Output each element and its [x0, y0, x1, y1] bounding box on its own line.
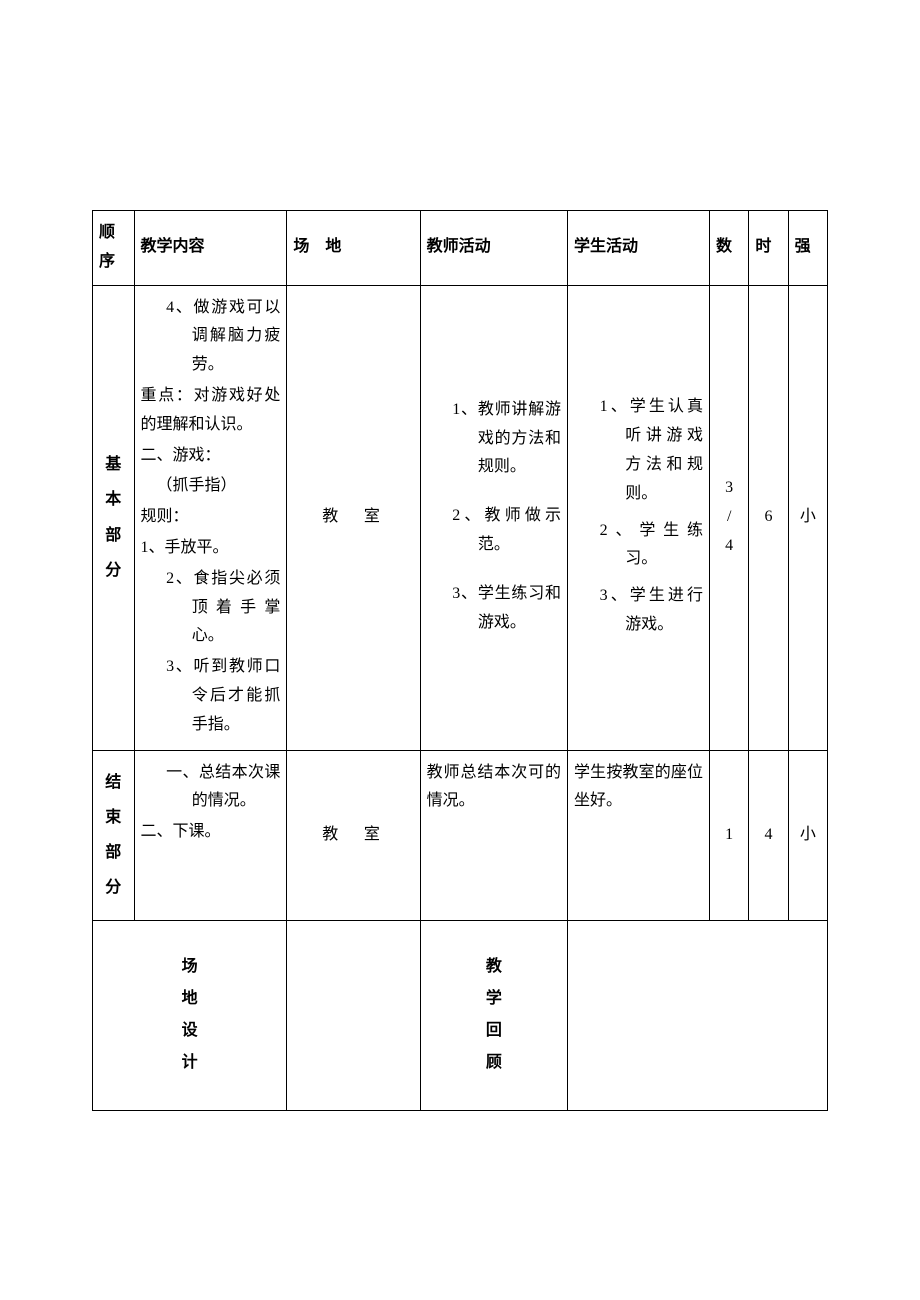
- content-end-c1: 一、总结本次课的情况。: [141, 759, 281, 817]
- venue-design-char1: 场: [182, 958, 198, 975]
- review-char3: 回: [486, 1022, 502, 1039]
- venue-end-text: 教 室: [322, 826, 384, 843]
- header-student: 学生活动: [568, 211, 710, 286]
- content-rules-label: 规则：: [141, 503, 281, 532]
- section-label-basic-char2: 本: [105, 491, 121, 508]
- time-end: 4: [749, 750, 788, 920]
- venue-design-content: [287, 920, 420, 1110]
- venue-design-char2: 地: [182, 990, 198, 1007]
- table-row-end: 结 束 部 分 一、总结本次课的情况。 二、下课。 教 室 教师总结本次可的情况…: [93, 750, 828, 920]
- count-basic-d: 4: [725, 537, 733, 554]
- section-label-end-char1: 结: [105, 774, 121, 791]
- review-label-cell: 教 学 回 顾: [420, 920, 567, 1110]
- review-char2: 学: [486, 990, 502, 1007]
- header-sequence: 顺序: [93, 211, 135, 286]
- teacher-basic: 1、教师讲解游戏的方法和规则。 2、教师做示范。 3、学生练习和游戏。: [420, 285, 567, 750]
- content-rule2: 2、食指尖必须顶着手掌心。: [141, 565, 281, 651]
- review-content: [568, 920, 828, 1110]
- header-time: 时: [749, 211, 788, 286]
- section-label-basic-char1: 基: [105, 456, 121, 473]
- section-label-end: 结 束 部 分: [93, 750, 135, 920]
- section-label-basic-char4: 分: [105, 562, 121, 579]
- header-intensity: 强: [788, 211, 827, 286]
- teacher-item3: 3、学生练习和游戏。: [427, 580, 561, 638]
- content-part2-sub: （抓手指）: [141, 472, 281, 501]
- section-label-basic-char3: 部: [105, 527, 121, 544]
- student-item3: 3、学生进行游戏。: [574, 582, 703, 640]
- venue-end: 教 室: [287, 750, 420, 920]
- header-teacher: 教师活动: [420, 211, 567, 286]
- count-end: 1: [710, 750, 749, 920]
- count-basic-n: 3: [725, 479, 733, 496]
- content-end-c2: 二、下课。: [141, 818, 281, 847]
- count-basic-slash: /: [727, 508, 731, 525]
- intensity-end: 小: [788, 750, 827, 920]
- teacher-item2: 2、教师做示范。: [427, 502, 561, 560]
- teacher-end: 教师总结本次可的情况。: [420, 750, 567, 920]
- venue-basic: 教 室: [287, 285, 420, 750]
- venue-design-char4: 计: [182, 1054, 198, 1071]
- content-part2-title: 二、游戏：: [141, 442, 281, 471]
- student-end: 学生按教室的座位坐好。: [568, 750, 710, 920]
- section-label-end-char2: 束: [105, 809, 121, 826]
- table-header-row: 顺序 教学内容 场 地 教师活动 学生活动 数 时 强: [93, 211, 828, 286]
- venue-basic-text: 教 室: [322, 508, 384, 525]
- venue-design-char3: 设: [182, 1022, 198, 1039]
- review-char4: 顾: [486, 1054, 502, 1071]
- content-focus: 重点：对游戏好处的理解和认识。: [141, 382, 281, 440]
- table-row-basic: 基 本 部 分 4、做游戏可以调解脑力疲劳。 重点：对游戏好处的理解和认识。 二…: [93, 285, 828, 750]
- content-rule3: 3、听到教师口令后才能抓手指。: [141, 653, 281, 739]
- time-basic: 6: [749, 285, 788, 750]
- content-end: 一、总结本次课的情况。 二、下课。: [134, 750, 287, 920]
- student-item2: 2、学生练习。: [574, 517, 703, 575]
- student-item1: 1、学生认真听讲游戏方法和规则。: [574, 393, 703, 508]
- student-basic: 1、学生认真听讲游戏方法和规则。 2、学生练习。 3、学生进行游戏。: [568, 285, 710, 750]
- section-label-end-char3: 部: [105, 844, 121, 861]
- content-rule1: 1、手放平。: [141, 534, 281, 563]
- table-row-footer: 场 地 设 计 教 学 回 顾: [93, 920, 828, 1110]
- section-label-basic: 基 本 部 分: [93, 285, 135, 750]
- teacher-item1: 1、教师讲解游戏的方法和规则。: [427, 396, 561, 482]
- venue-design-label-cell: 场 地 设 计: [93, 920, 287, 1110]
- header-count: 数: [710, 211, 749, 286]
- section-label-end-char4: 分: [105, 879, 121, 896]
- header-content: 教学内容: [134, 211, 287, 286]
- content-basic: 4、做游戏可以调解脑力疲劳。 重点：对游戏好处的理解和认识。 二、游戏： （抓手…: [134, 285, 287, 750]
- intensity-basic: 小: [788, 285, 827, 750]
- count-basic: 3 / 4: [710, 285, 749, 750]
- review-char1: 教: [486, 958, 502, 975]
- header-venue: 场 地: [287, 211, 420, 286]
- content-item4: 4、做游戏可以调解脑力疲劳。: [141, 294, 281, 380]
- lesson-plan-table: 顺序 教学内容 场 地 教师活动 学生活动 数 时 强 基 本 部 分 4、做游…: [92, 210, 828, 1111]
